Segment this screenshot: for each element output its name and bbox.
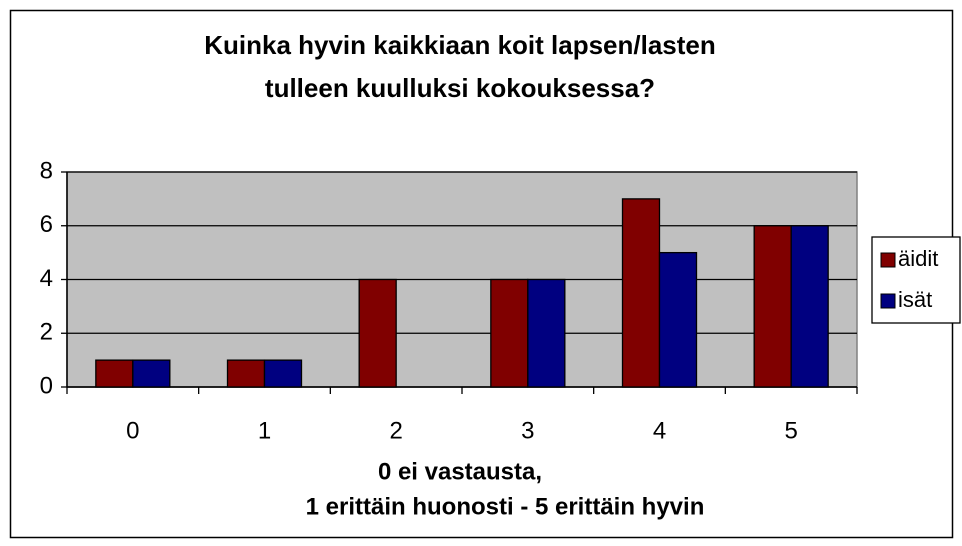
x-tick-label: 0 xyxy=(126,417,139,444)
bar xyxy=(753,225,792,388)
legend-swatch xyxy=(880,293,896,309)
y-tick-label: 0 xyxy=(40,372,53,399)
y-tick-label: 8 xyxy=(40,157,53,184)
bar xyxy=(263,359,303,388)
bar xyxy=(527,278,566,388)
bar xyxy=(621,198,661,388)
x-tick-label: 5 xyxy=(784,417,797,444)
legend-label: äidit xyxy=(898,246,938,271)
x-tick-label: 4 xyxy=(653,417,666,444)
bar xyxy=(358,278,397,388)
y-tick-label: 4 xyxy=(40,265,53,292)
y-tick-label: 6 xyxy=(40,211,53,238)
x-axis-label: 1 erittäin huonosti - 5 erittäin hyvin xyxy=(306,493,705,520)
chart-title: tulleen kuulluksi kokouksessa? xyxy=(265,73,655,103)
y-tick-label: 2 xyxy=(40,319,53,346)
bar xyxy=(226,359,266,388)
bar xyxy=(790,225,829,388)
x-tick-label: 1 xyxy=(258,417,271,444)
bar xyxy=(490,278,529,388)
bar xyxy=(658,251,698,388)
legend-swatch xyxy=(880,252,896,268)
bar xyxy=(95,359,134,388)
x-tick-label: 3 xyxy=(521,417,534,444)
x-tick-label: 2 xyxy=(389,417,402,444)
chart-title: Kuinka hyvin kaikkiaan koit lapsen/laste… xyxy=(204,30,716,60)
legend-label: isät xyxy=(898,287,932,312)
bar xyxy=(132,359,171,388)
legend xyxy=(871,236,961,324)
x-axis-label: 0 ei vastausta, xyxy=(378,458,542,485)
